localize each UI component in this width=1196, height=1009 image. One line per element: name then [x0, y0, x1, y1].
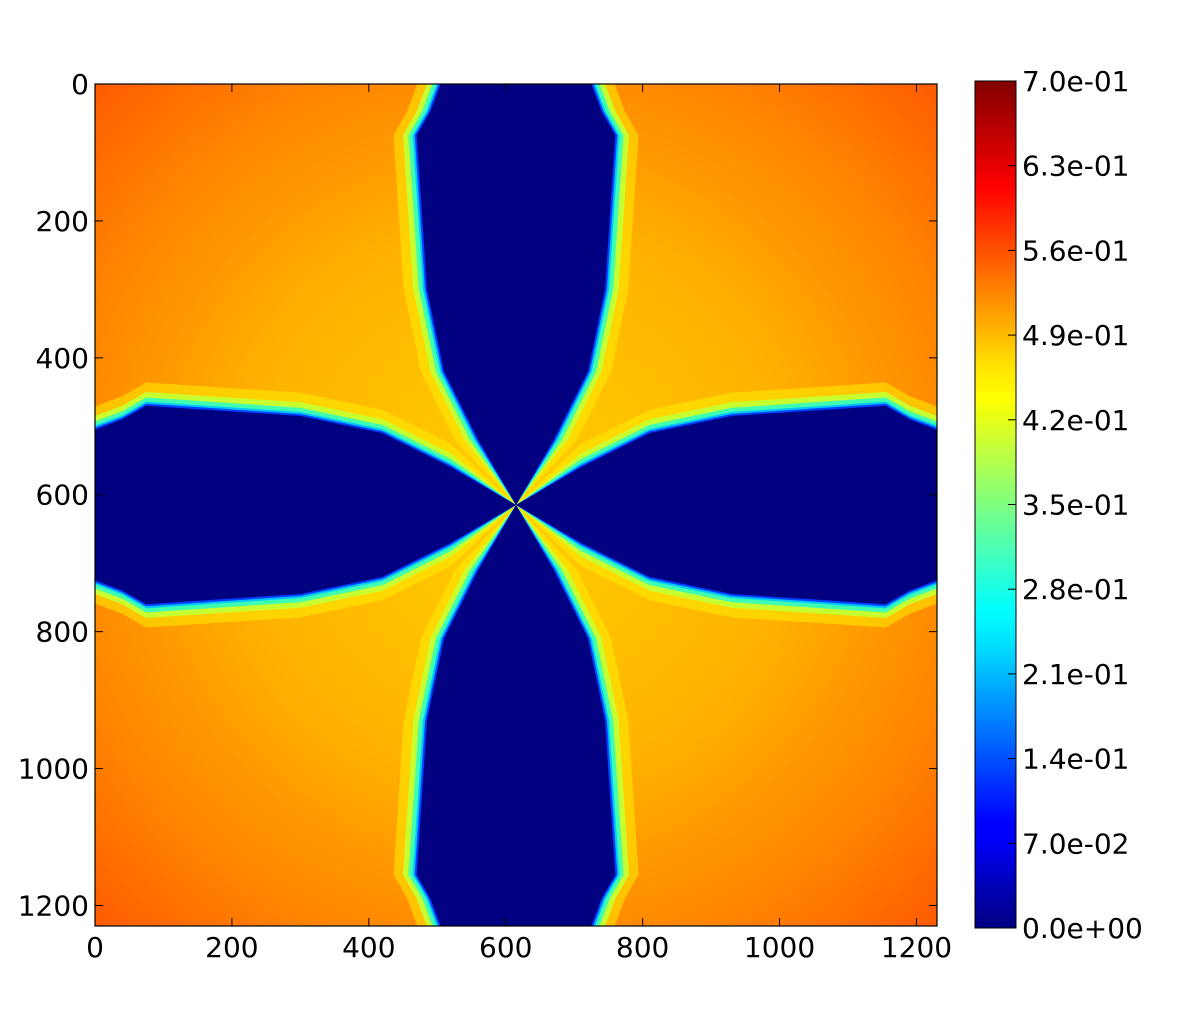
x-tick-label: 1000: [744, 931, 815, 964]
cross-arms: [95, 84, 937, 926]
colorbar-tick-label: 3.5e-01: [1022, 489, 1130, 522]
y-tick-label: 600: [36, 479, 89, 512]
x-tick-label: 1200: [881, 931, 952, 964]
y-tick-label: 0: [71, 68, 89, 101]
x-tick-label: 400: [342, 931, 395, 964]
colorbar-tick-label: 7.0e-02: [1022, 827, 1130, 860]
y-tick-label: 200: [36, 205, 89, 238]
x-tick-label: 800: [616, 931, 669, 964]
y-axis: 0 200 400 600 800 1000 1200: [18, 68, 937, 922]
colorbar-tick-label: 7.0e-01: [1022, 65, 1130, 98]
colorbar-tick-label: 2.1e-01: [1022, 658, 1130, 691]
y-tick-label: 800: [36, 616, 89, 649]
y-tick-label: 1000: [18, 753, 89, 786]
x-tick-label: 600: [479, 931, 532, 964]
y-tick-label: 1200: [18, 889, 89, 922]
axes-frame: [94, 83, 938, 927]
colorbar-tick-label: 0.0e+00: [1022, 912, 1143, 945]
colorbar-tick-label: 2.8e-01: [1022, 573, 1130, 606]
colorbar-tick-label: 4.2e-01: [1022, 404, 1130, 437]
cross-band-5: [95, 84, 937, 926]
x-tick-label: 0: [86, 931, 104, 964]
colorbar-tick-label: 1.4e-01: [1022, 743, 1130, 776]
x-axis: 0 200 400 600 800 1000 1200: [86, 84, 952, 964]
vertical-arm: [416, 84, 616, 926]
horizontal-arm: [95, 405, 937, 605]
y-tick-label: 400: [36, 342, 89, 375]
colorbar-tick-label: 5.6e-01: [1022, 234, 1130, 267]
x-tick-label: 200: [205, 931, 258, 964]
colorbar-tick-label: 4.9e-01: [1022, 319, 1130, 352]
colorbar-tick-label: 6.3e-01: [1022, 150, 1130, 183]
heatmap: [95, 84, 937, 926]
colorbar-ticks: 0.0e+00 7.0e-02 1.4e-01 2.1e-01 2.8e-01 3.5e-…: [1008, 65, 1143, 945]
